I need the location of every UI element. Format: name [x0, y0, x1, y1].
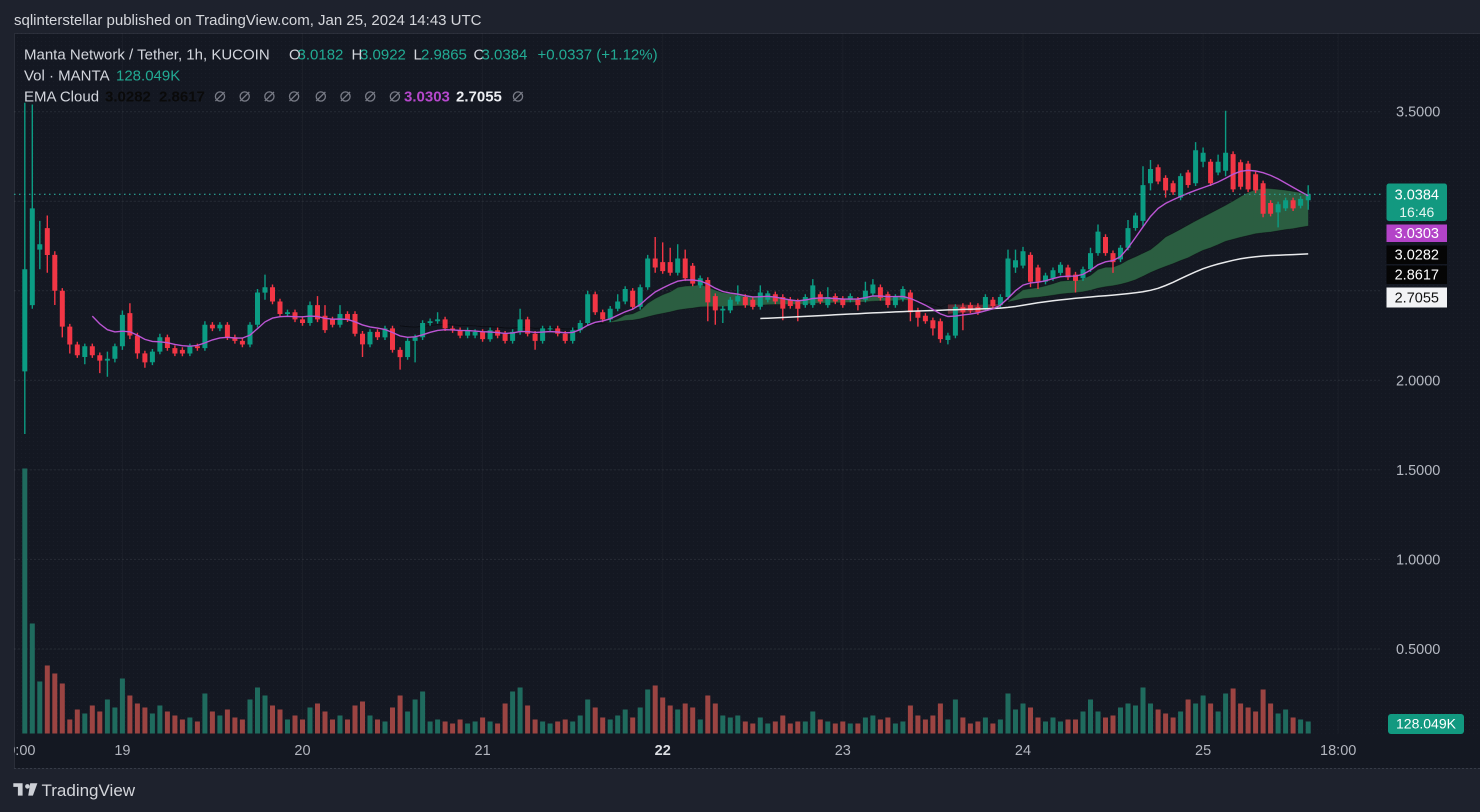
svg-text:EMA Cloud: EMA Cloud: [24, 89, 99, 106]
svg-text:23: 23: [835, 743, 851, 759]
svg-text:C: C: [474, 47, 485, 64]
svg-text:3.0922: 3.0922: [360, 47, 406, 64]
svg-text:3.0303: 3.0303: [404, 89, 450, 106]
svg-text:22: 22: [655, 743, 671, 759]
svg-text:TradingView: TradingView: [42, 781, 136, 800]
svg-text:2.9865: 2.9865: [421, 47, 467, 64]
svg-text:3.0384: 3.0384: [482, 47, 528, 64]
svg-text:16:46: 16:46: [1399, 204, 1434, 220]
svg-text:18:00: 18:00: [1320, 743, 1356, 759]
svg-text:2.0000: 2.0000: [1396, 373, 1440, 389]
svg-text:24: 24: [1015, 743, 1031, 759]
svg-text:128.049K: 128.049K: [116, 68, 180, 85]
svg-text:21: 21: [475, 743, 491, 759]
svg-text:19: 19: [114, 743, 130, 759]
svg-text:H: H: [352, 47, 363, 64]
svg-text:128.049K: 128.049K: [1396, 716, 1457, 732]
svg-text:1.5000: 1.5000: [1396, 463, 1440, 479]
svg-text:2.8617: 2.8617: [159, 89, 205, 106]
svg-text:3.0182: 3.0182: [298, 47, 344, 64]
svg-text:Manta Network / Tether, 1h, KU: Manta Network / Tether, 1h, KUCOIN: [24, 47, 270, 64]
svg-text:2.8617: 2.8617: [1395, 268, 1439, 284]
svg-text:O: O: [289, 47, 301, 64]
svg-text:1.0000: 1.0000: [1396, 552, 1440, 568]
svg-text:Vol · MANTA: Vol · MANTA: [24, 68, 110, 85]
svg-text:2.7055: 2.7055: [456, 89, 502, 106]
svg-text:0.5000: 0.5000: [1396, 642, 1440, 658]
svg-text:3.5000: 3.5000: [1396, 105, 1440, 121]
svg-text:3.0282: 3.0282: [105, 89, 151, 106]
svg-text:2.7055: 2.7055: [1395, 291, 1439, 307]
svg-text:3.0303: 3.0303: [1395, 226, 1439, 242]
svg-text:3.0282: 3.0282: [1395, 248, 1439, 264]
svg-text:25: 25: [1195, 743, 1211, 759]
svg-text:20: 20: [294, 743, 310, 759]
svg-text:3.0384: 3.0384: [1395, 188, 1439, 204]
svg-text:+0.0337 (+1.12%): +0.0337 (+1.12%): [538, 47, 658, 64]
svg-text:sqlinterstellar published on T: sqlinterstellar published on TradingView…: [14, 12, 482, 29]
svg-text:10:00: 10:00: [0, 743, 35, 759]
svg-text:L: L: [414, 47, 422, 64]
